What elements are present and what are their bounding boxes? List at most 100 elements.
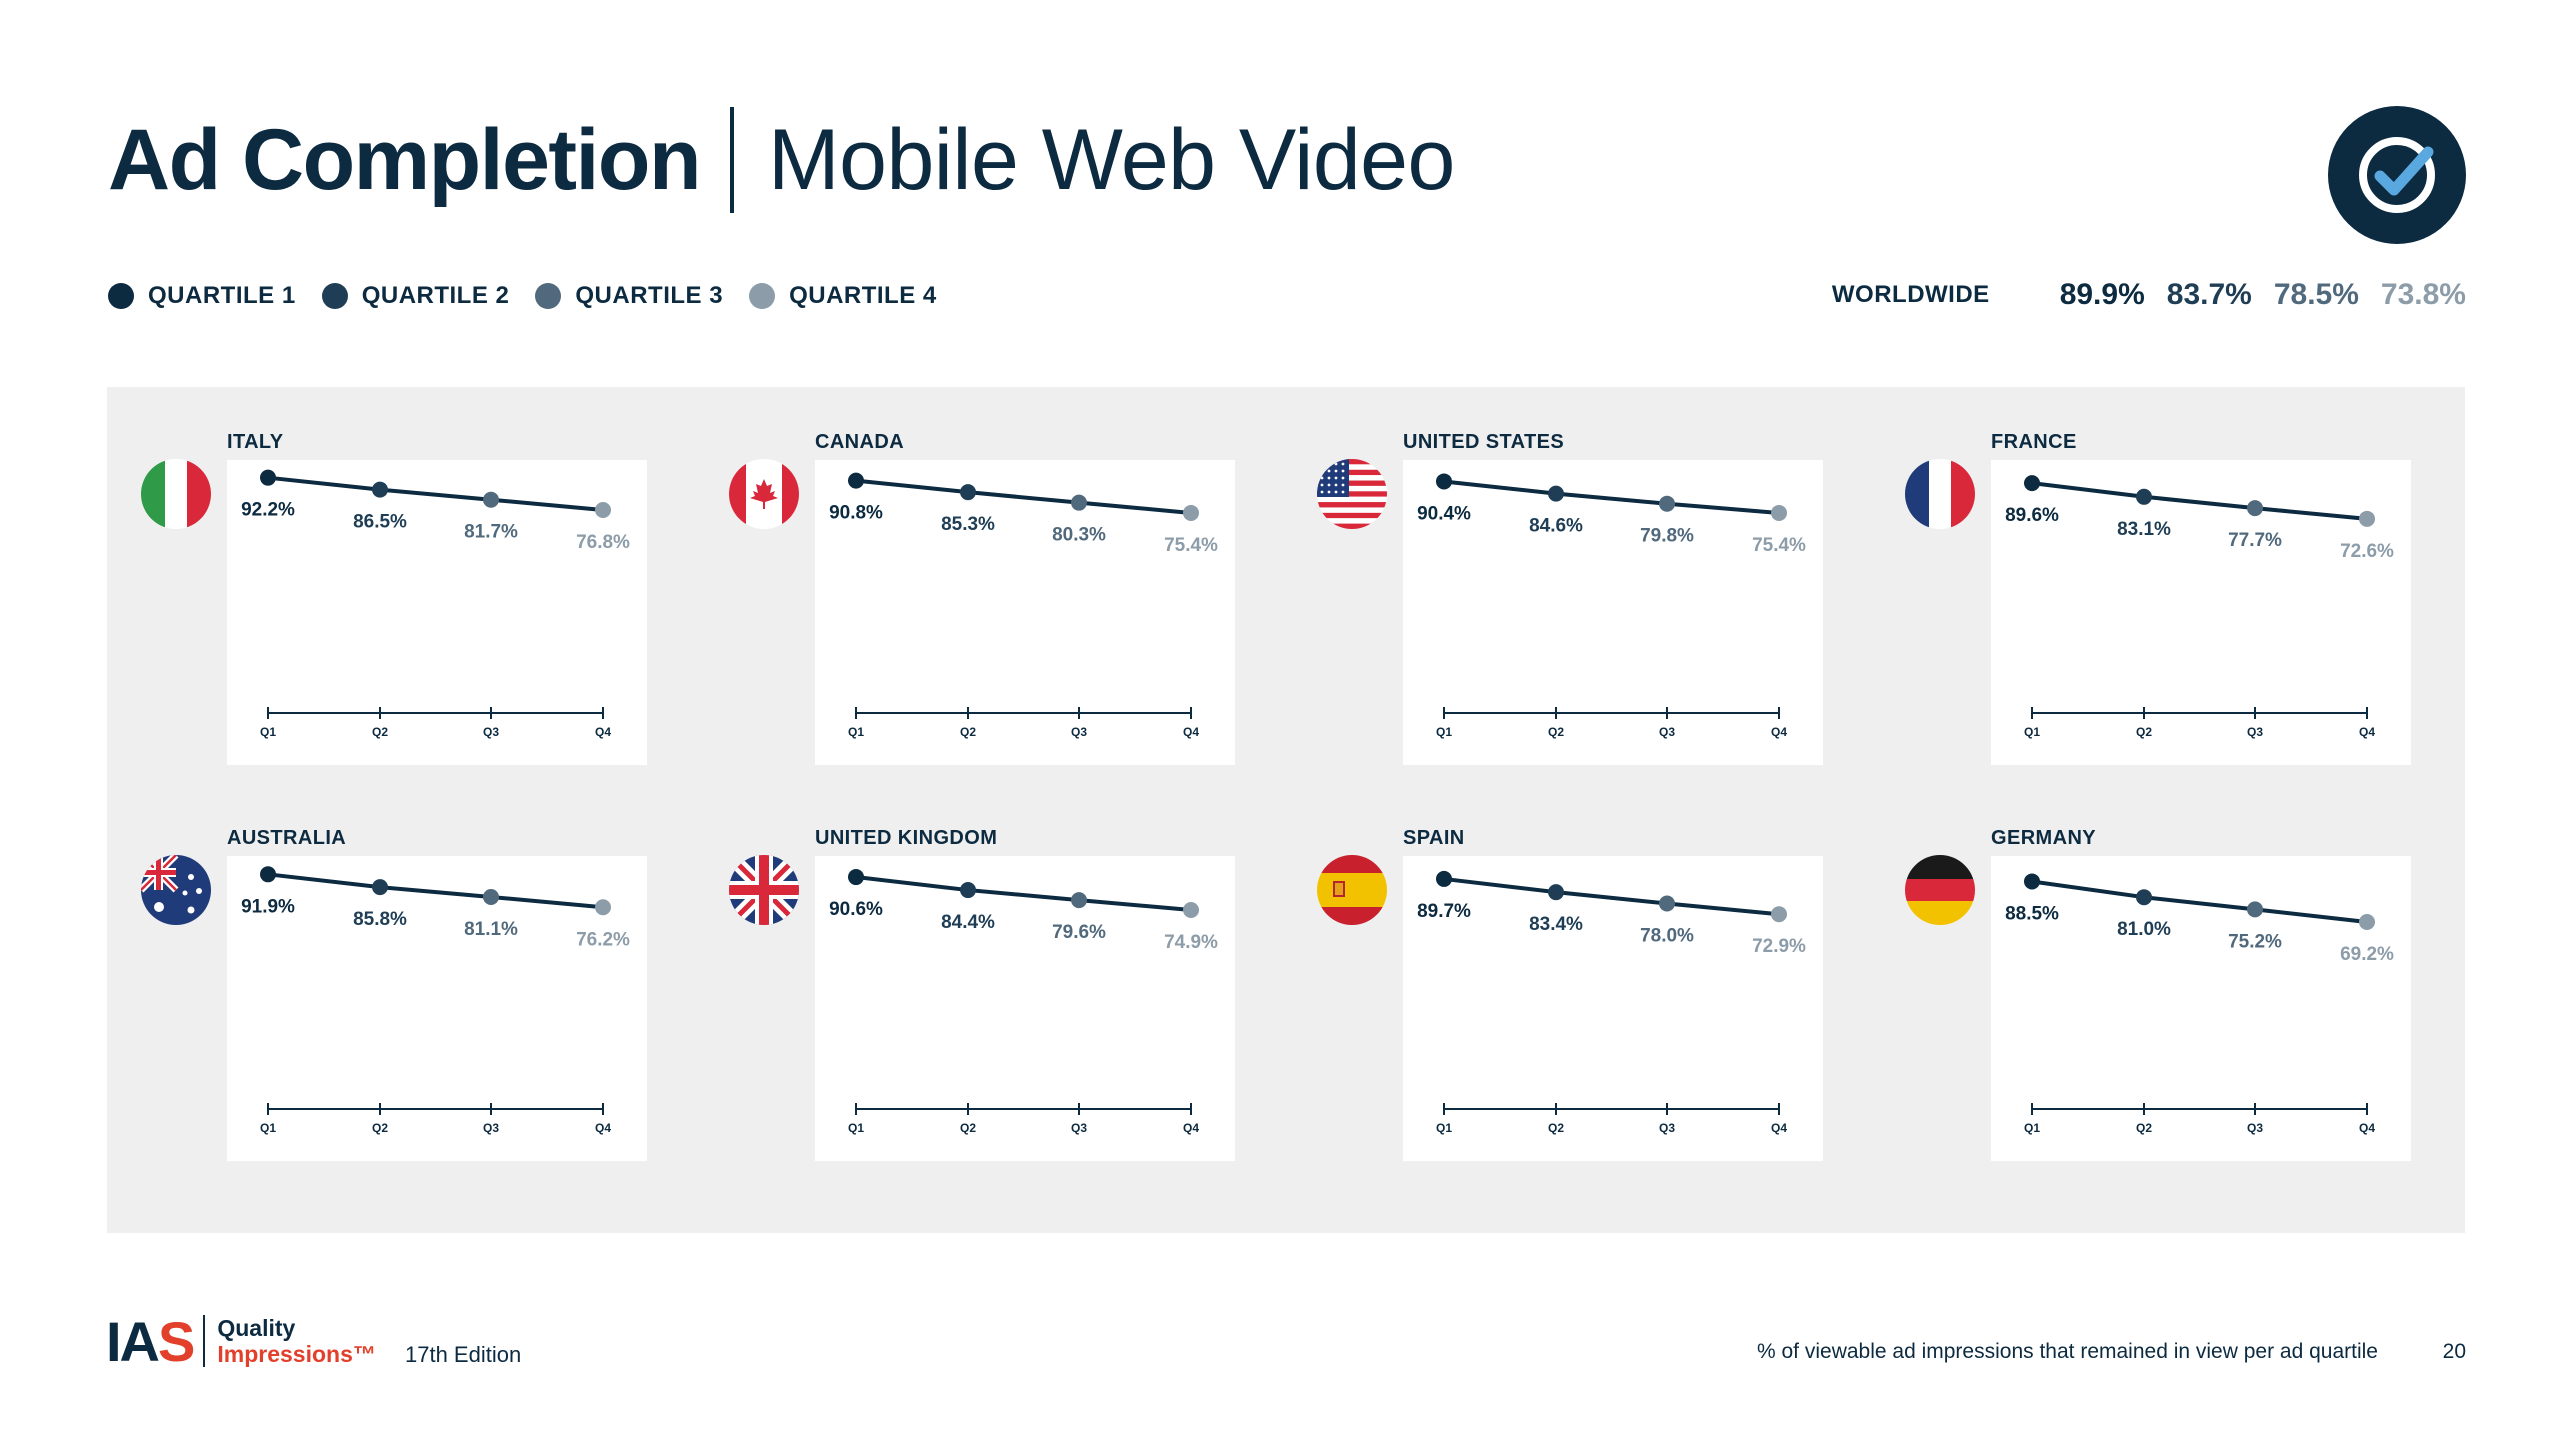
data-label-q2: 83.4% — [1529, 914, 1583, 935]
data-point-q1 — [260, 469, 276, 486]
data-label-q4: 74.9% — [1164, 932, 1218, 953]
data-label-q1: 89.7% — [1417, 901, 1471, 922]
country-chart-canada: CANADA Q1 Q2 Q3 Q4 90.8% 85.3% 80.3% 75.4% — [695, 387, 1283, 782]
x-tick-label: Q4 — [595, 725, 611, 739]
x-tick-label: Q1 — [848, 1121, 864, 1135]
data-point-q3 — [2247, 500, 2263, 517]
data-label-q4: 75.4% — [1752, 535, 1806, 556]
legend-label: QUARTILE 4 — [789, 282, 937, 309]
spain-flag-icon — [1317, 855, 1387, 925]
data-label-q2: 83.1% — [2117, 519, 2171, 540]
chart-svg: Q1 Q2 Q3 Q4 88.5% 81.0% 75.2% 69.2% — [2005, 873, 2394, 1135]
chart-svg: Q1 Q2 Q3 Q4 90.6% 84.4% 79.6% 74.9% — [829, 869, 1218, 1135]
x-tick-label: Q1 — [1436, 1121, 1452, 1135]
worldwide-summary: WORLDWIDE 89.9% 83.7% 78.5% 73.8% — [1832, 278, 2466, 312]
country-chart-united-states: UNITED STATES Q1 Q2 Q3 Q4 90.4% 84.6% 79.8% 75.4… — [1283, 387, 1871, 782]
x-tick-label: Q1 — [260, 1121, 276, 1135]
data-label-q3: 79.6% — [1052, 922, 1106, 943]
x-tick-label: Q3 — [1659, 1121, 1675, 1135]
legend-label: QUARTILE 1 — [148, 282, 296, 309]
data-label-q4: 76.8% — [576, 532, 630, 553]
series-line — [267, 475, 604, 513]
legend-item-q1: QUARTILE 1 — [108, 282, 296, 310]
data-label-q1: 92.2% — [241, 500, 295, 521]
legend-label: QUARTILE 2 — [361, 282, 510, 309]
canada-flag-icon — [729, 459, 799, 529]
country-chart-united-kingdom: UNITED KINGDOM Q1 Q2 Q3 Q4 90.6% 84.4% 79.6% 74.… — [695, 783, 1283, 1178]
x-tick-label: Q4 — [2359, 725, 2375, 739]
line-chart: Q1 Q2 Q3 Q4 90.6% 84.4% 79.6% 74.9% — [815, 856, 1235, 1161]
series-line — [855, 478, 1192, 515]
data-label-q4: 72.6% — [2340, 541, 2394, 562]
x-tick-label: Q2 — [960, 1121, 976, 1135]
data-point-q2 — [2136, 889, 2152, 906]
data-point-q2 — [372, 481, 388, 498]
series-line — [1443, 876, 1780, 917]
data-label-q2: 86.5% — [353, 512, 407, 533]
legend-item-q2: QUARTILE 2 — [321, 282, 510, 310]
data-point-q2 — [960, 484, 976, 501]
chart-svg: Q1 Q2 Q3 Q4 89.7% 83.4% 78.0% 72.9% — [1417, 870, 1806, 1135]
country-name: AUSTRALIA — [227, 827, 347, 849]
data-point-q2 — [1548, 485, 1564, 502]
series-line — [2031, 879, 2368, 924]
data-point-q1 — [260, 866, 276, 883]
data-point-q2 — [1548, 884, 1564, 901]
data-point-q1 — [848, 869, 864, 886]
ias-logo-text: IAS — [106, 1309, 195, 1373]
x-tick-label: Q2 — [2136, 725, 2152, 739]
footnote: % of viewable ad impressions that remain… — [1757, 1340, 2378, 1363]
data-label-q1: 88.5% — [2005, 903, 2059, 924]
data-point-q4 — [1183, 902, 1199, 919]
country-name: FRANCE — [1991, 431, 2077, 453]
worldwide-q1-value: 89.9% — [2059, 278, 2145, 311]
country-name: CANADA — [815, 431, 905, 453]
data-point-q4 — [595, 899, 611, 916]
country-chart-germany: GERMANY Q1 Q2 Q3 Q4 88.5% 81.0% 75.2% 69.2% — [1871, 783, 2459, 1178]
x-tick-label: Q4 — [1183, 725, 1199, 739]
x-tick-label: Q3 — [483, 1121, 499, 1135]
worldwide-q4-value: 73.8% — [2380, 278, 2466, 311]
logo-divider — [203, 1315, 206, 1367]
chart-svg: Q1 Q2 Q3 Q4 92.2% 86.5% 81.7% 76.8% — [241, 469, 630, 739]
data-label-q3: 81.1% — [464, 919, 518, 940]
x-tick-label: Q2 — [372, 725, 388, 739]
x-tick-label: Q3 — [2247, 725, 2263, 739]
country-chart-france: FRANCE Q1 Q2 Q3 Q4 89.6% 83.1% 77.7% 72.6% — [1871, 387, 2459, 782]
data-point-q2 — [2136, 488, 2152, 505]
x-tick-label: Q4 — [595, 1121, 611, 1135]
data-label-q1: 90.8% — [829, 503, 883, 524]
country-name: UNITED STATES — [1403, 431, 1565, 453]
country-name: GERMANY — [1991, 827, 2097, 849]
country-chart-australia: AUSTRALIA Q1 Q2 Q3 Q4 91.9% 85.8% 81.1% 76.2% — [107, 783, 695, 1178]
title-divider — [730, 107, 734, 213]
data-label-q2: 85.8% — [353, 909, 407, 930]
x-tick-label: Q2 — [1548, 725, 1564, 739]
x-tick-label: Q2 — [1548, 1121, 1564, 1135]
data-label-q4: 69.2% — [2340, 944, 2394, 965]
data-point-q1 — [2024, 475, 2040, 492]
data-point-q1 — [1436, 870, 1452, 887]
data-label-q3: 81.7% — [464, 522, 518, 543]
line-chart: Q1 Q2 Q3 Q4 90.8% 85.3% 80.3% 75.4% — [815, 460, 1235, 765]
data-point-q1 — [848, 472, 864, 489]
data-point-q3 — [2247, 901, 2263, 918]
legend-dot — [749, 283, 776, 309]
data-point-q4 — [1771, 906, 1787, 923]
series-line — [855, 875, 1192, 913]
data-label-q4: 72.9% — [1752, 936, 1806, 957]
data-point-q3 — [1659, 495, 1675, 512]
data-point-q4 — [2359, 510, 2375, 527]
data-label-q3: 77.7% — [2228, 530, 2282, 551]
legend-dot — [108, 283, 134, 309]
x-tick-label: Q3 — [1659, 725, 1675, 739]
page-title: Ad Completion Mobile Web Video — [108, 100, 1455, 220]
logo-line-impressions: Impressions™ — [217, 1341, 376, 1367]
x-tick-label: Q1 — [848, 725, 864, 739]
x-tick-label: Q1 — [260, 725, 276, 739]
germany-flag-icon — [1905, 855, 1975, 925]
page-number: 20 — [2442, 1340, 2466, 1363]
legend-label: QUARTILE 3 — [575, 282, 724, 309]
line-chart: Q1 Q2 Q3 Q4 89.7% 83.4% 78.0% 72.9% — [1403, 856, 1823, 1161]
x-tick-label: Q3 — [2247, 1121, 2263, 1135]
